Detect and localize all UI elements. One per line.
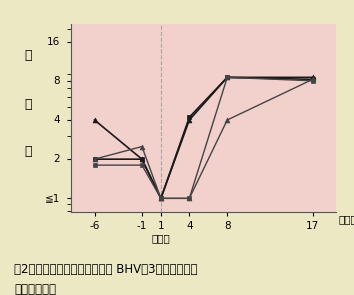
Text: 分娩日: 分娩日 xyxy=(152,233,170,243)
Text: 8: 8 xyxy=(53,76,60,86)
Text: （週）: （週） xyxy=(339,214,354,224)
Text: 価の変動: 価の変動 xyxy=(14,283,56,295)
Text: 16: 16 xyxy=(47,37,60,47)
Text: ≦1: ≦1 xyxy=(45,193,60,203)
Text: 2: 2 xyxy=(53,154,60,164)
Text: 抗: 抗 xyxy=(24,49,32,62)
Text: 価: 価 xyxy=(24,145,32,158)
Text: 体: 体 xyxy=(24,98,32,111)
Text: 図2：妊娠羊の分娩後における BHV－3に対する抗体: 図2：妊娠羊の分娩後における BHV－3に対する抗体 xyxy=(14,263,198,276)
Text: 4: 4 xyxy=(53,115,60,125)
